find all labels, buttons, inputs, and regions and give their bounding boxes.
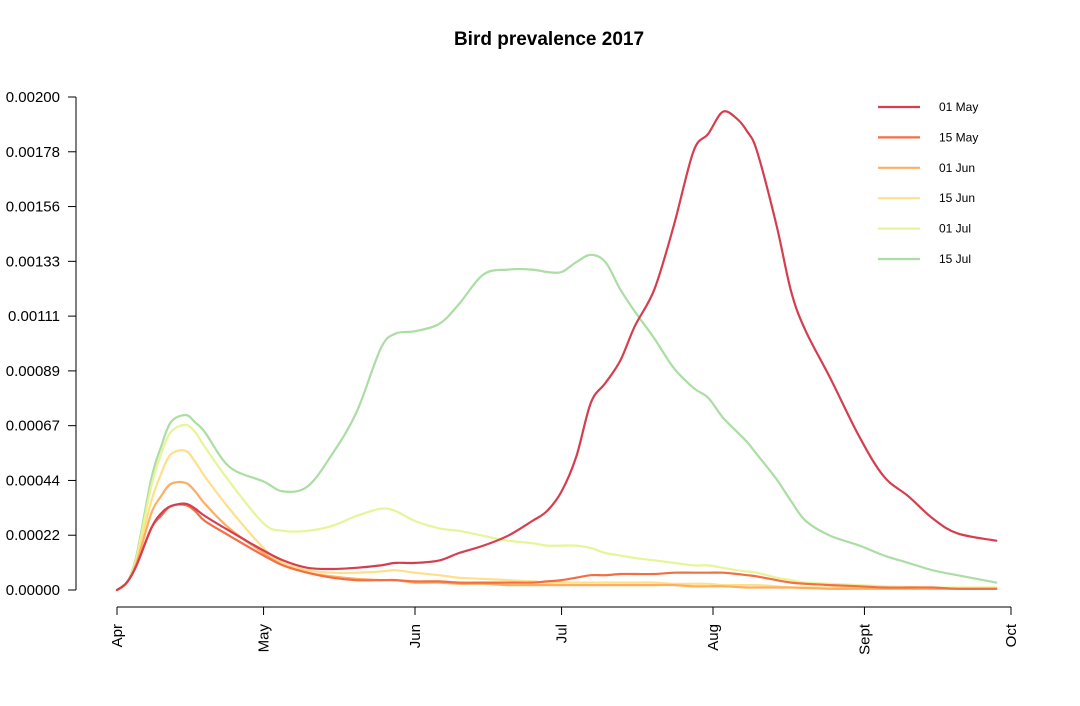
y-tick-label: 0.00178: [6, 144, 60, 161]
x-tick-label: Sept: [856, 623, 873, 655]
x-tick-label: Aug: [705, 624, 722, 651]
y-tick-label: 0.00111: [8, 308, 60, 325]
legend-label-01-may: 01 May: [939, 100, 978, 114]
legend-label-01-jun: 01 Jun: [939, 161, 975, 175]
chart-title: Bird prevalence 2017: [454, 29, 644, 50]
series-line-01-jun: [115, 480, 998, 592]
legend-label-15-jul: 15 Jul: [939, 252, 971, 266]
series-line-15-jul: [115, 253, 998, 592]
legend-label-15-jun: 15 Jun: [939, 191, 975, 205]
legend: 01 May 15 May 01 Jun 15 Jun 01 Jul 15 Jul: [878, 100, 978, 266]
x-axis: Apr May Jun Jul Aug Sept Oct: [109, 606, 1020, 655]
plot-area: [115, 110, 998, 592]
x-tick-label: Jun: [407, 624, 424, 648]
legend-label-15-may: 15 May: [939, 130, 978, 144]
x-tick-label: May: [256, 624, 273, 653]
series-line-15-jun: [115, 449, 998, 592]
y-tick-label: 0.00022: [6, 527, 60, 544]
x-tick-label: Jul: [554, 624, 571, 643]
y-tick-label: 0.00089: [6, 363, 60, 380]
y-tick-label: 0.00133: [6, 253, 60, 270]
x-tick-label: Oct: [1003, 623, 1020, 647]
y-axis: 0.00000 0.00022 0.00044 0.00067 0.00089 0.001…: [6, 89, 77, 599]
series-line-01-may: [115, 110, 998, 592]
x-tick-label: Apr: [109, 624, 126, 647]
series-line-15-may: [115, 503, 998, 592]
legend-label-01-jul: 01 Jul: [939, 222, 971, 236]
series-line-01-jul: [115, 423, 998, 592]
y-tick-label: 0.00067: [6, 418, 60, 435]
y-tick-label: 0.00000: [6, 582, 60, 599]
y-tick-label: 0.00044: [6, 472, 60, 489]
y-tick-label: 0.00156: [6, 199, 60, 216]
y-tick-label: 0.00200: [6, 89, 60, 106]
